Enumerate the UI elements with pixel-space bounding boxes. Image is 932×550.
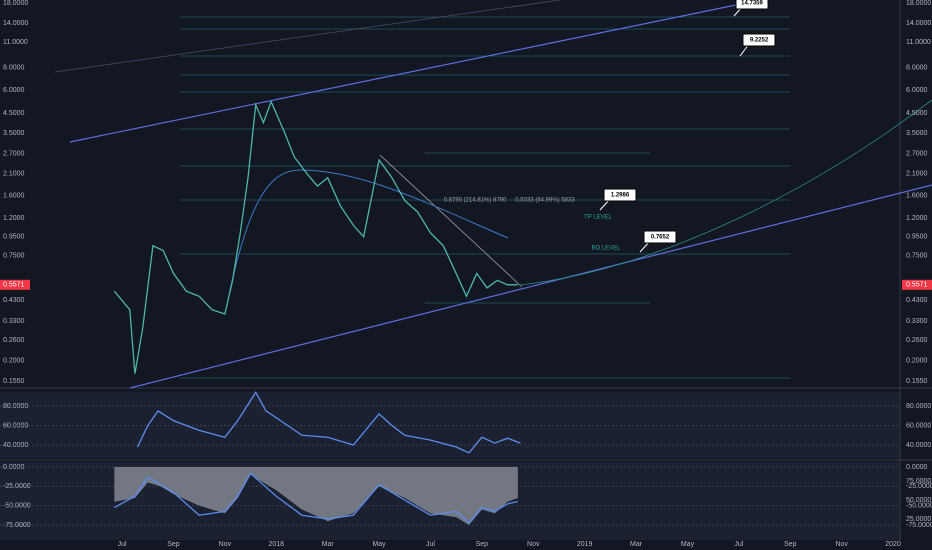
y-tick-label: 0.4300 <box>3 297 25 304</box>
y-tick-label: 14.0000 <box>906 20 931 27</box>
y-tick-label: 18.0000 <box>906 0 931 7</box>
y-tick-label: 8.0000 <box>906 64 928 71</box>
callout-box <box>643 230 677 244</box>
x-tick-label: 2018 <box>268 541 284 548</box>
annotation: 0.5033 (64.99%) 5833 <box>515 198 575 204</box>
y-tick-label: 4.5000 <box>3 110 25 117</box>
x-tick-label: Nov <box>527 541 540 548</box>
area <box>114 467 518 526</box>
y-tick-label: 0.9500 <box>3 234 25 241</box>
x-tick-label: 2020 <box>885 541 901 548</box>
y-tick-label: 80.0000 <box>3 403 28 410</box>
y-tick-label: -25.0000 <box>906 483 932 490</box>
x-tick-label: Jul <box>734 541 743 548</box>
x-tick-label: Sep <box>476 541 489 548</box>
x-tick-label: Sep <box>784 541 797 548</box>
trend-lines <box>54 0 932 389</box>
y-tick-label: 18.0000 <box>3 0 28 7</box>
y-tick-label: 8.0000 <box>3 64 25 71</box>
y-tick-label: 11.0000 <box>906 39 931 46</box>
y-tick-label: -75.0000 <box>906 522 932 529</box>
current-price: 0.5571 <box>3 282 25 289</box>
y-tick-label: 0.4300 <box>906 297 928 304</box>
y-tick-label: 40.0000 <box>906 442 931 449</box>
x-tick-label: May <box>372 541 386 548</box>
y-tick-label: 1.6000 <box>3 192 25 199</box>
callout-box <box>603 188 637 202</box>
y-tick-label: 0.1550 <box>3 378 25 385</box>
y-tick-label: 4.5000 <box>906 110 928 117</box>
x-tick-label: Jul <box>118 541 127 548</box>
y-tick-label: 2.1000 <box>906 171 928 178</box>
y-tick-label: 40.0000 <box>3 442 28 449</box>
y-tick-label: 6.0000 <box>906 87 928 94</box>
x-tick-label: Mar <box>630 541 643 548</box>
annotation: 0.8790 (214.81%) 8790 <box>444 198 507 204</box>
y-tick-label: 0.1550 <box>906 378 928 385</box>
callout-box <box>742 33 776 47</box>
callout-label: 14.7359 <box>741 1 763 7</box>
price-line <box>114 472 518 524</box>
y-tick-label: 80.0000 <box>906 403 931 410</box>
y-tick-label: 0.2600 <box>3 337 25 344</box>
x-tick-label: Sep <box>167 541 180 548</box>
y-tick-label: 0.2000 <box>906 358 928 365</box>
y-tick-label: 60.0000 <box>906 422 931 429</box>
price-line <box>113 100 518 374</box>
x-tick-label: Mar <box>322 541 335 548</box>
y-tick-label: 6.0000 <box>3 87 25 94</box>
fib-levels <box>180 16 790 379</box>
y-tick-label: 1.2000 <box>3 215 25 222</box>
x-tick-label: May <box>681 541 695 548</box>
y-tick-label: 0.3300 <box>3 318 25 325</box>
y-tick-label: 0.7500 <box>906 253 928 260</box>
annotation: TP LEVEL <box>584 215 613 221</box>
y2-tick-label: 50.0000 <box>906 497 931 504</box>
y-tick-label: 0.2600 <box>906 337 928 344</box>
y-tick-label: 60.0000 <box>3 422 28 429</box>
price-tag <box>902 279 932 290</box>
y-tick-label: 3.5000 <box>906 130 928 137</box>
price-line <box>136 391 521 454</box>
callout-label: 1.2986 <box>611 193 630 199</box>
y2-tick-label: 25.0000 <box>906 516 931 523</box>
x-tick-label: 2019 <box>577 541 593 548</box>
y-tick-label: 14.0000 <box>3 20 28 27</box>
y-tick-label: 2.7000 <box>3 151 25 158</box>
y-tick-label: 0.3300 <box>906 318 928 325</box>
y-tick-label: 1.6000 <box>906 192 928 199</box>
current-price: 0.5571 <box>906 282 928 289</box>
y-tick-label: 0.7500 <box>3 253 25 260</box>
y-tick-label: 2.7000 <box>906 151 928 158</box>
y-tick-label: 1.2000 <box>906 215 928 222</box>
price-tag <box>0 279 30 290</box>
annotation: BO LEVEL <box>591 246 621 252</box>
x-tick-label: Nov <box>219 541 232 548</box>
y-tick-label: 0.9500 <box>906 234 928 241</box>
y-tick-label: 2.1000 <box>3 171 25 178</box>
y2-tick-label: 75.0000 <box>906 478 931 485</box>
y-tick-label: 0.2000 <box>3 358 25 365</box>
y-tick-label: 3.5000 <box>3 130 25 137</box>
x-tick-label: Jul <box>426 541 435 548</box>
y-tick-label: -50.0000 <box>906 503 932 510</box>
callout-label: 0.7652 <box>651 235 670 241</box>
x-tick-label: Nov <box>835 541 848 548</box>
rsi-panel <box>0 392 900 458</box>
y-tick-label: 0.0000 <box>906 464 928 471</box>
callout-box <box>735 0 769 10</box>
y-tick-label: 11.0000 <box>3 39 28 46</box>
callout-label: 9.2252 <box>750 38 769 44</box>
